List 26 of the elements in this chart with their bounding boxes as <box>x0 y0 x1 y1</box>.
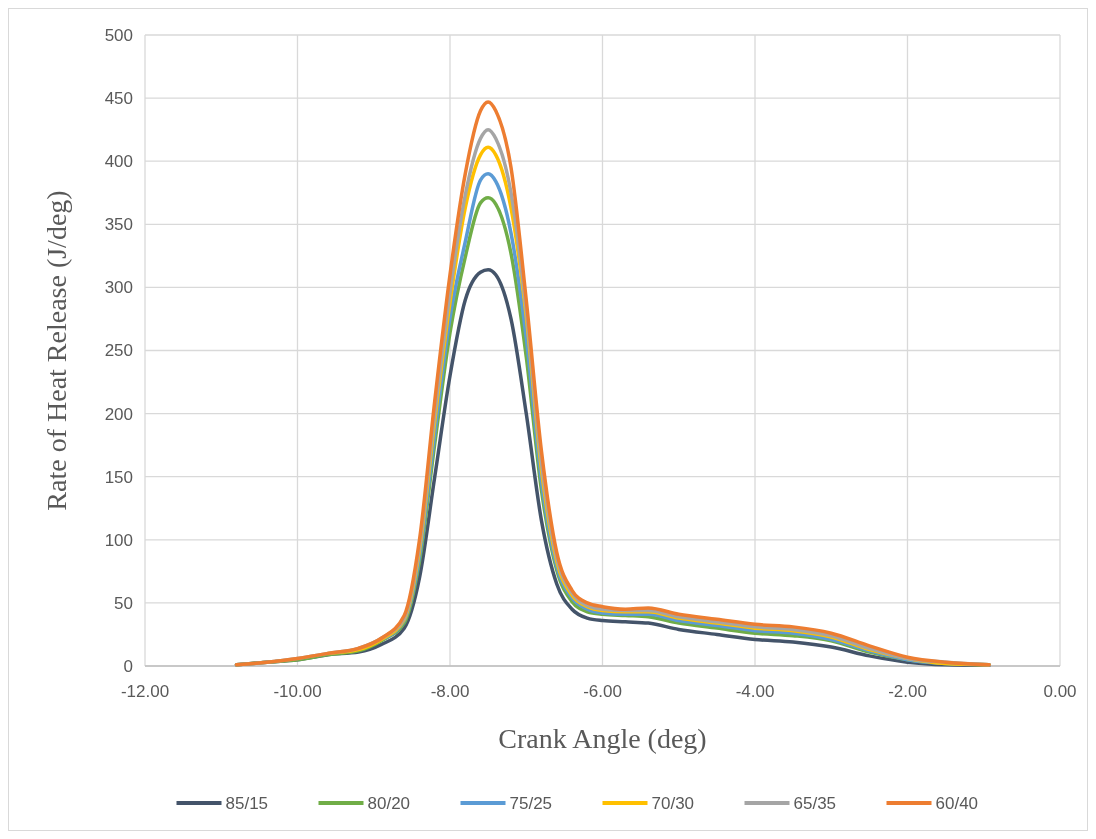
x-axis-title: Crank Angle (deg) <box>498 723 707 754</box>
x-tick-label: -8.00 <box>430 682 470 701</box>
y-tick-label: 150 <box>104 467 133 487</box>
y-tick-label: 400 <box>104 152 133 172</box>
y-tick-label: 350 <box>104 215 133 235</box>
y-tick-label: 200 <box>104 404 133 424</box>
x-tick-label: -10.00 <box>273 682 322 701</box>
y-tick-label: 50 <box>114 593 133 613</box>
legend-label: 80/20 <box>367 793 411 813</box>
y-tick-label: 500 <box>104 25 133 45</box>
x-tick-label: -2.00 <box>888 682 927 701</box>
legend-label: 75/25 <box>509 793 553 813</box>
x-tick-label: 0.00 <box>1043 682 1077 701</box>
x-tick-label: -6.00 <box>583 682 622 701</box>
legend-label: 60/40 <box>935 793 979 813</box>
legend-label: 85/15 <box>225 793 269 813</box>
y-tick-label: 250 <box>104 341 133 361</box>
x-tick-label: -12.00 <box>120 682 170 701</box>
y-tick-label: 300 <box>104 278 133 298</box>
y-tick-label: 0 <box>123 656 133 676</box>
x-tick-label: -4.00 <box>735 682 775 701</box>
y-tick-label: 450 <box>104 89 133 109</box>
y-axis-title: Rate of Heat Release (J/deg) <box>41 190 72 511</box>
legend-label: 70/30 <box>651 793 695 813</box>
y-tick-label: 100 <box>104 530 133 550</box>
legend-label: 65/35 <box>793 793 837 813</box>
